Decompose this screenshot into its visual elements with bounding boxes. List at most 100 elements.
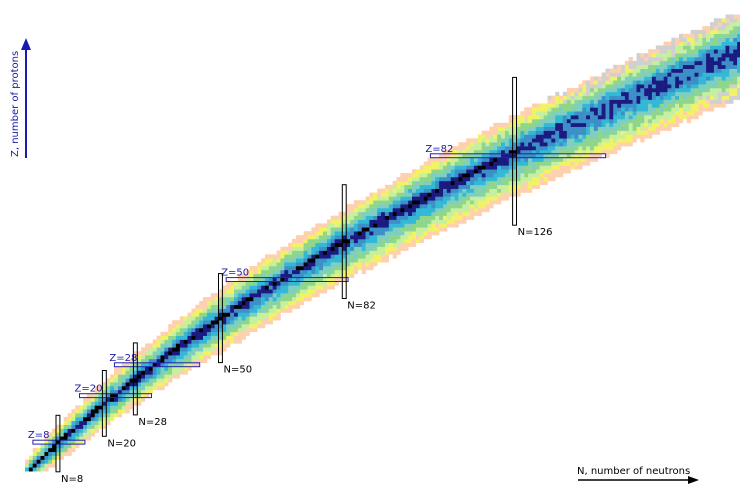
nuclide-cell [311,289,316,294]
nuclide-cell [234,281,239,286]
nuclide-cell [547,130,552,135]
nuclide-cell [593,80,599,85]
nuclide-cell [284,262,289,267]
nuclide-cell [504,169,510,174]
nuclide-cell [276,297,281,302]
nuclide-cell [667,49,672,54]
nuclide-cell [520,122,525,127]
nuclide-cell [698,53,703,58]
nuclide-cell [133,374,138,379]
nuclide-cell [272,316,277,321]
nuclide-cell [717,99,722,104]
nuclide-cell [431,188,436,193]
nuclide-cell [582,153,587,158]
nuclide-cell [125,374,130,379]
nuclide-cell [586,103,591,108]
nuclide-cell [319,223,324,228]
nuclide-cell [323,277,328,282]
nuclide-cell [609,149,614,155]
nuclide-cell [644,80,649,85]
nuclide-cell [446,184,451,189]
nuclide-cell [667,80,672,85]
nuclide-cell [605,153,610,158]
nuclide-cell [613,72,618,77]
nuclide-cell [377,192,382,197]
nuclide-cell [415,169,421,174]
nuclide-cell [617,111,622,116]
nuclide-cell [710,60,715,66]
nuclide-cell [222,327,227,333]
nuclide-cell [481,192,486,197]
nuclide-cell [156,374,161,379]
nuclide-cell [659,49,664,54]
nuclide-cell [191,312,196,317]
nuclide-cell [477,208,482,213]
nuclide-cell [179,343,184,348]
nuclide-cell [578,103,583,108]
nuclide-cell [582,146,587,151]
nuclide-cell [129,397,134,402]
nuclide-cell [694,60,699,66]
nuclide-cell [299,300,304,306]
nuclide-cell [311,246,316,251]
nuclide-cell [551,134,556,139]
nuclide-cell [609,95,614,100]
nuclide-cell [121,362,126,367]
nuclide-cell [520,177,525,182]
nuclide-cell [485,149,490,155]
nuclide-cell [659,115,664,120]
nuclide-cell [609,126,614,131]
nuclide-cell [435,219,440,224]
nuclide-cell [725,45,730,50]
nuclide-cell [624,76,630,81]
nuclide-cell [342,235,347,240]
nuclide-cell [59,451,64,456]
nuclide-cell [129,401,134,406]
nuclide-cell [578,115,583,120]
nuclide-cell [644,115,649,120]
nuclide-cell [63,416,68,422]
nuclide-cell [342,277,347,282]
nuclide-cell [729,76,734,81]
nuclide-cell [187,312,192,317]
nuclide-cell [508,161,513,166]
nuclide-cell [686,33,691,38]
nuclide-cell [183,320,188,325]
nuclide-cell [512,192,517,197]
nuclide-cell [307,273,312,278]
nuclide-cell [319,266,324,271]
nuclide-cell [725,33,730,38]
nuclide-cell [315,235,320,240]
nuclide-cell [295,293,301,298]
nuclide-cell [636,91,641,97]
nuclide-cell [280,281,285,286]
nuclide-cell [636,99,641,104]
nuclide-cell [350,223,355,228]
nuclide-cell [702,45,707,50]
nuclide-cell [195,327,200,333]
nuclide-cell [237,277,242,282]
nuclide-cell [295,258,301,263]
nuclide-cell [450,153,455,158]
nuclide-cell [435,184,440,189]
nuclide-cell [353,211,359,216]
nuclide-cell [489,200,494,205]
nuclide-cell [230,339,235,344]
nuclide-cell [462,142,467,147]
nuclide-cell [326,231,332,236]
nuclide-cell [299,277,304,282]
nuclide-cell [334,223,339,228]
nuclide-cell [203,308,208,313]
nuclide-cell [384,250,390,255]
nuclide-cell [369,242,374,247]
nuclide-cell [605,91,610,97]
nuclide-cell [172,335,177,340]
nuclide-cell [175,343,181,348]
nuclide-cell [117,370,123,375]
nuclide-cell [330,238,335,244]
nuclide-cell [535,169,540,174]
nuclide-cell [539,165,544,170]
nuclide-cell [671,76,676,81]
nuclide-cell [396,200,401,205]
nuclide-cell [330,215,335,220]
